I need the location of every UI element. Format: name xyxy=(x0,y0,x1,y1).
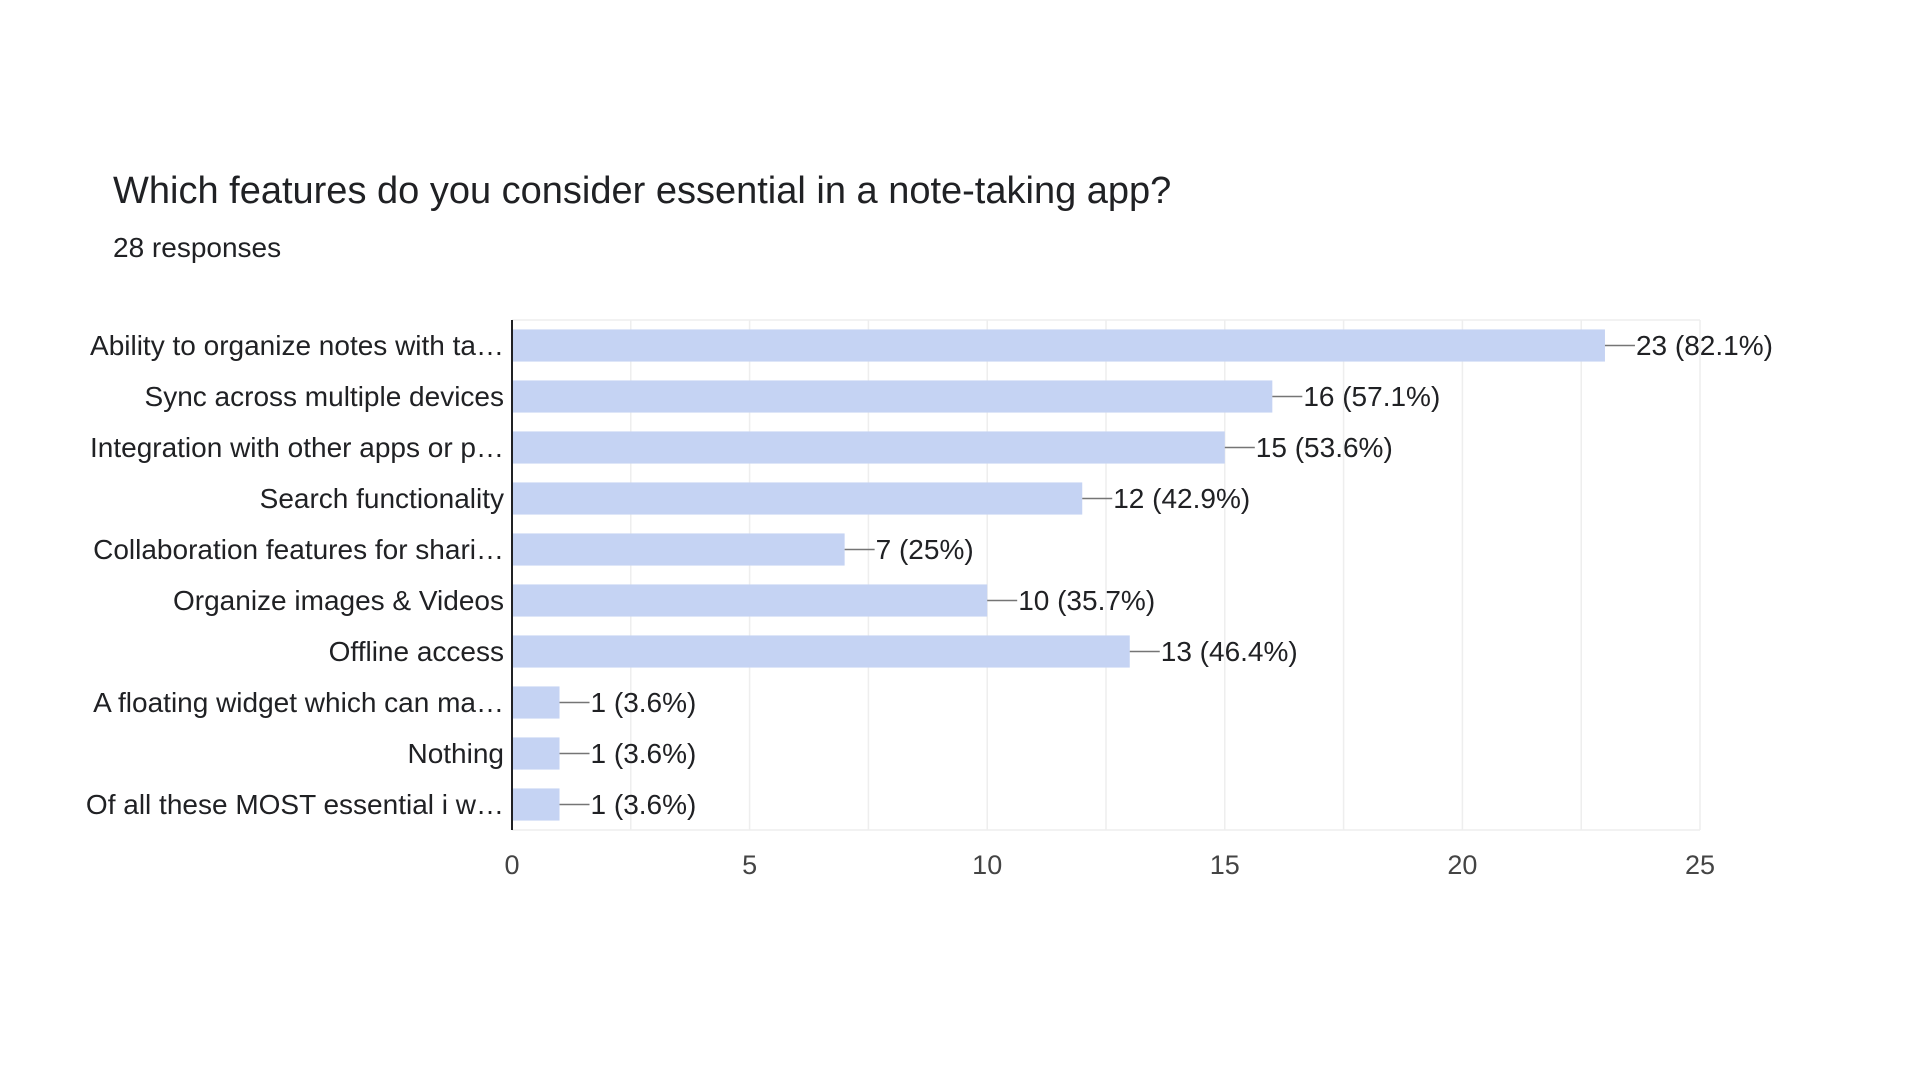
responses-count: 28 responses xyxy=(113,232,282,263)
category-label: A floating widget which can ma… xyxy=(93,687,504,718)
category-label: Collaboration features for shari… xyxy=(93,534,504,565)
data-label: 15 (53.6%) xyxy=(1256,432,1393,463)
category-label: Search functionality xyxy=(260,483,504,514)
bar xyxy=(512,584,988,617)
category-label: Organize images & Videos xyxy=(173,585,504,616)
category-label: Offline access xyxy=(329,636,504,667)
category-label: Ability to organize notes with ta… xyxy=(90,330,504,361)
data-label: 1 (3.6%) xyxy=(591,789,697,820)
bar xyxy=(512,329,1605,362)
bars xyxy=(512,329,1605,821)
category-label: Sync across multiple devices xyxy=(145,381,504,412)
data-label: 13 (46.4%) xyxy=(1161,636,1298,667)
bar xyxy=(512,788,560,821)
bar xyxy=(512,737,560,770)
data-label: 12 (42.9%) xyxy=(1113,483,1250,514)
bar xyxy=(512,380,1273,413)
data-label: 1 (3.6%) xyxy=(591,738,697,769)
x-tick-label: 25 xyxy=(1685,850,1715,880)
data-label: 16 (57.1%) xyxy=(1303,381,1440,412)
bar xyxy=(512,635,1130,668)
x-tick-label: 20 xyxy=(1447,850,1477,880)
x-tick-label: 15 xyxy=(1210,850,1240,880)
axes: 0 5 10 15 20 25 xyxy=(504,320,1715,880)
category-label: Nothing xyxy=(407,738,504,769)
data-label: 10 (35.7%) xyxy=(1018,585,1155,616)
data-label: 1 (3.6%) xyxy=(591,687,697,718)
x-tick-label: 5 xyxy=(742,850,757,880)
data-label: 23 (82.1%) xyxy=(1636,330,1773,361)
bar xyxy=(512,431,1225,464)
category-label: Of all these MOST essential i w… xyxy=(86,789,504,820)
x-tick-label: 10 xyxy=(972,850,1002,880)
bar xyxy=(512,533,845,566)
x-tick-label: 0 xyxy=(504,850,519,880)
question-title: Which features do you consider essential… xyxy=(113,170,1172,212)
bar xyxy=(512,482,1083,515)
labels: Ability to organize notes with ta… 23 (82… xyxy=(86,330,1773,820)
bar xyxy=(512,686,560,719)
category-label: Integration with other apps or p… xyxy=(90,432,504,463)
data-label: 7 (25%) xyxy=(876,534,974,565)
